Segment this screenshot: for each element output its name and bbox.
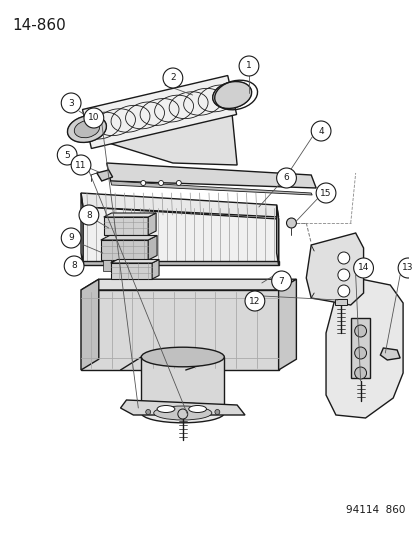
Text: 12: 12 bbox=[249, 296, 260, 305]
Circle shape bbox=[145, 409, 150, 415]
Polygon shape bbox=[325, 278, 402, 418]
Text: 9: 9 bbox=[68, 233, 74, 243]
Text: 10: 10 bbox=[88, 114, 100, 123]
Text: 13: 13 bbox=[401, 263, 413, 272]
Circle shape bbox=[57, 145, 77, 165]
Text: 14-860: 14-860 bbox=[12, 18, 65, 33]
Circle shape bbox=[354, 347, 366, 359]
Text: 6: 6 bbox=[283, 174, 289, 182]
Polygon shape bbox=[334, 299, 346, 305]
Ellipse shape bbox=[141, 347, 224, 367]
Circle shape bbox=[61, 93, 81, 113]
Circle shape bbox=[239, 56, 258, 76]
Circle shape bbox=[176, 181, 181, 185]
Circle shape bbox=[353, 258, 373, 278]
Polygon shape bbox=[107, 163, 316, 188]
Text: 8: 8 bbox=[86, 211, 92, 220]
Ellipse shape bbox=[188, 406, 206, 413]
Circle shape bbox=[163, 68, 182, 88]
Text: 4: 4 bbox=[318, 126, 323, 135]
Text: 15: 15 bbox=[320, 189, 331, 198]
Circle shape bbox=[84, 108, 104, 128]
Text: 2: 2 bbox=[170, 74, 175, 83]
Text: 11: 11 bbox=[75, 160, 87, 169]
Polygon shape bbox=[81, 193, 278, 217]
Circle shape bbox=[140, 181, 145, 185]
Polygon shape bbox=[148, 213, 156, 235]
Polygon shape bbox=[81, 279, 296, 290]
Ellipse shape bbox=[157, 406, 174, 413]
Polygon shape bbox=[82, 76, 236, 149]
Circle shape bbox=[71, 155, 91, 175]
Polygon shape bbox=[110, 260, 159, 263]
Polygon shape bbox=[87, 113, 237, 165]
Polygon shape bbox=[306, 233, 363, 305]
Text: 8: 8 bbox=[71, 262, 77, 271]
Circle shape bbox=[276, 168, 296, 188]
Circle shape bbox=[79, 205, 99, 225]
Polygon shape bbox=[127, 260, 135, 271]
Polygon shape bbox=[83, 261, 278, 265]
Ellipse shape bbox=[153, 406, 211, 420]
Polygon shape bbox=[102, 260, 110, 271]
Ellipse shape bbox=[212, 82, 251, 108]
Polygon shape bbox=[104, 213, 156, 217]
Text: 5: 5 bbox=[64, 150, 70, 159]
Ellipse shape bbox=[141, 403, 224, 423]
Polygon shape bbox=[152, 260, 159, 279]
Circle shape bbox=[337, 285, 349, 297]
Circle shape bbox=[316, 183, 335, 203]
Polygon shape bbox=[380, 348, 399, 360]
Text: 7: 7 bbox=[278, 277, 284, 286]
Polygon shape bbox=[83, 207, 278, 265]
Circle shape bbox=[354, 325, 366, 337]
Text: 3: 3 bbox=[68, 99, 74, 108]
Circle shape bbox=[337, 252, 349, 264]
Polygon shape bbox=[148, 236, 157, 260]
Circle shape bbox=[286, 218, 296, 228]
Circle shape bbox=[244, 291, 264, 311]
Polygon shape bbox=[110, 181, 311, 195]
Circle shape bbox=[337, 269, 349, 281]
Text: 14: 14 bbox=[357, 263, 368, 272]
Polygon shape bbox=[81, 193, 83, 265]
Circle shape bbox=[178, 409, 187, 419]
Circle shape bbox=[214, 409, 219, 415]
Polygon shape bbox=[276, 205, 278, 265]
Polygon shape bbox=[104, 217, 148, 235]
Circle shape bbox=[158, 181, 163, 185]
Circle shape bbox=[61, 228, 81, 248]
Circle shape bbox=[271, 271, 291, 291]
Polygon shape bbox=[81, 290, 278, 370]
Polygon shape bbox=[350, 318, 370, 378]
Polygon shape bbox=[110, 263, 152, 279]
Circle shape bbox=[354, 367, 366, 379]
Circle shape bbox=[311, 121, 330, 141]
Polygon shape bbox=[81, 279, 99, 370]
Text: 94114  860: 94114 860 bbox=[345, 505, 404, 515]
Polygon shape bbox=[141, 357, 224, 413]
Polygon shape bbox=[114, 260, 122, 271]
Ellipse shape bbox=[67, 116, 106, 142]
Polygon shape bbox=[120, 400, 244, 415]
Ellipse shape bbox=[74, 120, 100, 138]
Polygon shape bbox=[100, 236, 157, 240]
Circle shape bbox=[64, 256, 84, 276]
Polygon shape bbox=[139, 260, 147, 271]
Polygon shape bbox=[278, 279, 296, 370]
Polygon shape bbox=[97, 170, 112, 181]
Polygon shape bbox=[100, 240, 148, 260]
Text: 1: 1 bbox=[245, 61, 251, 70]
Circle shape bbox=[397, 258, 413, 278]
